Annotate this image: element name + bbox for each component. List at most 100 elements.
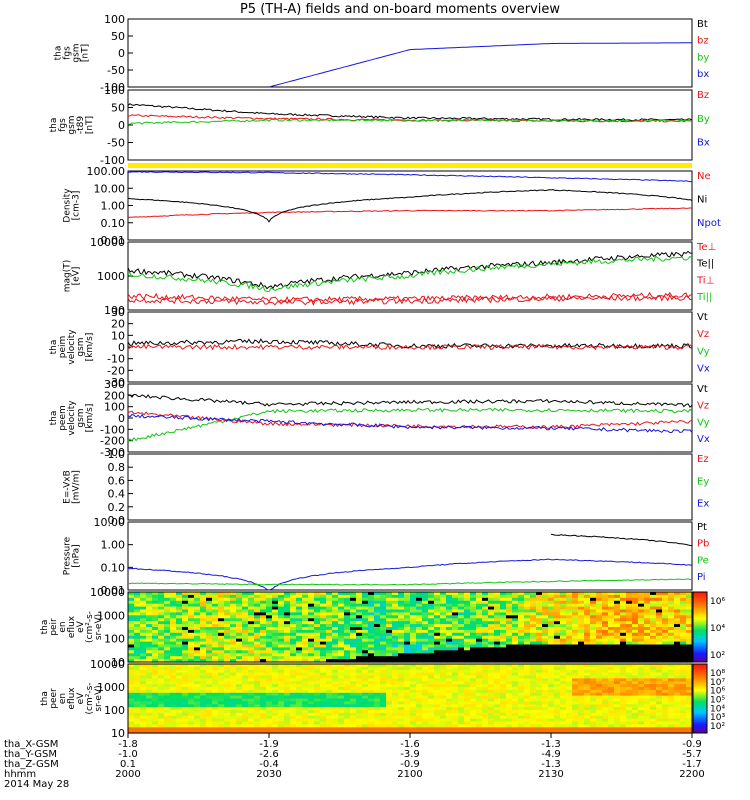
plot-title: P5 (TH-A) fields and on-board moments ov… (240, 2, 560, 17)
y-tick-label: 20 (111, 318, 125, 331)
y-tick-label: -100 (100, 81, 125, 94)
y-tick-label: 0 (118, 119, 125, 132)
legend-entry: Vx (697, 364, 710, 375)
y-tick-label: 1000 (97, 609, 125, 622)
x-tick-label: 2200 (679, 769, 704, 780)
time-axis: tha_X-GSM -1.8 -1.9 -1.6 -1.3 -0.9 tha_Y-GSM -1… (4, 733, 705, 790)
y-tick-label: -100 (100, 423, 125, 436)
colorbar-tick-label: 10⁶ (710, 597, 725, 607)
legend-entry: Ne (697, 171, 711, 182)
legend-entry: Ti⊥ (696, 275, 714, 286)
y-axis-label: en (58, 621, 68, 632)
legend-entry: Pb (697, 539, 709, 550)
colorbar-tick-label: 10² (710, 651, 725, 661)
y-axis-label: en (58, 693, 68, 704)
y-tick-label: 10000 (90, 236, 125, 249)
y-tick-label: 10 (111, 656, 125, 669)
y-tick-label: 10 (111, 727, 125, 740)
legend-entry: Ey (697, 476, 709, 487)
y-axis-label: (cm²-s- (85, 682, 95, 714)
legend-entry: Ti|| (696, 292, 712, 303)
y-axis-label: sr-eV) (94, 685, 104, 711)
y-axis-label: peim (58, 336, 68, 359)
y-axis-label: Pressure (63, 536, 73, 575)
x-tick-label: 0.1 (120, 759, 136, 770)
panel-density: 100.00 10.00 1.00 0.10 0.01 Density [cm-3] Ne Ni… (63, 165, 721, 247)
legend-entry: bz (697, 36, 709, 47)
y-axis-label: [cm-3] (72, 191, 82, 221)
y-axis-label: (cm²-s- (85, 611, 95, 643)
y-tick-label: 100.00 (87, 165, 126, 178)
y-axis-label: eflux (67, 615, 77, 638)
y-axis-label: E=-VxB (63, 470, 73, 504)
y-tick-label: 1.00 (101, 539, 126, 552)
y-axis-label: eV (76, 620, 86, 633)
legend-entry: Te|| (696, 259, 714, 270)
legend-entry: Pe (697, 555, 709, 566)
y-tick-label: -100 (100, 154, 125, 167)
y-axis-label: peer (49, 688, 59, 709)
y-tick-label: 0.2 (108, 501, 126, 514)
series-Ne (127, 207, 693, 219)
y-axis-label: tha (49, 118, 59, 133)
series-Vy (127, 407, 693, 442)
colorbar-tick-label: 10⁶ (710, 687, 725, 697)
y-axis-label: tha (49, 340, 59, 355)
y-axis-label: gsm (76, 408, 86, 427)
legend-entry: Bx (697, 138, 710, 149)
y-axis-label: Density (63, 188, 73, 223)
colorbar-tick-label: 10⁸ (710, 669, 725, 679)
series-Ti|| (127, 255, 693, 293)
y-axis-label: tha (54, 46, 64, 61)
y-tick-label: 10 (111, 329, 125, 342)
series-By (127, 118, 693, 125)
y-tick-label: 10000 (90, 586, 125, 599)
legend-entry: Vy (697, 417, 710, 428)
series-Pt (550, 533, 693, 547)
legend-entry: By (697, 114, 710, 125)
legend-entry: Vt (697, 384, 708, 395)
date-label: 2014 May 28 (4, 779, 69, 790)
y-tick-label: 0.8 (108, 461, 126, 474)
series-Te|| (127, 250, 693, 290)
status-bar (128, 163, 692, 168)
y-tick-label: -10 (107, 353, 125, 366)
y-tick-label: 1.00 (101, 200, 126, 213)
y-axis-label: gsm (76, 337, 86, 356)
y-tick-label: 0.10 (101, 217, 126, 230)
legend-entry: Vz (697, 401, 709, 412)
series-Te⊥ (127, 294, 692, 306)
y-axis-label: tha (49, 411, 59, 426)
series-Pi (127, 558, 693, 591)
panel-frame (127, 453, 693, 521)
y-tick-label: 100 (104, 401, 125, 414)
y-tick-label: 0 (118, 47, 125, 60)
y-axis-label: peem (58, 405, 68, 431)
x-tick-label: -1.6 (400, 739, 420, 750)
y-tick-label: 1000 (97, 681, 125, 694)
x-tick-label: -1.9 (259, 739, 279, 750)
panel-frame (127, 18, 693, 88)
y-tick-label: 100 (104, 304, 125, 317)
panel-frame (127, 521, 693, 591)
legend-entry: Bz (697, 90, 709, 101)
x-tick-label: 2100 (397, 769, 422, 780)
x-tick-label: -4.9 (541, 749, 561, 760)
x-tick-label: -0.9 (682, 739, 702, 750)
y-axis-label: [eV] (72, 267, 82, 286)
spectrogram-cells (127, 663, 693, 734)
panel-fgs_gsm_t89: 100 50 0 -50 -100 tha fgs gsm -t89 [nT] Bz By Bx (49, 84, 710, 167)
legend-entry: Pi (697, 572, 706, 583)
series-Vt (127, 393, 693, 408)
y-axis-label: -t89 (76, 116, 86, 135)
legend-entry: Ez (697, 454, 709, 465)
colorbar-tick-label: 10³ (710, 713, 725, 723)
x-row-label: hhmm (4, 769, 36, 780)
x-row-label: tha_X-GSM (4, 739, 58, 750)
panel-frame (127, 89, 693, 161)
y-axis-label: fgs (58, 118, 68, 132)
series-Ti⊥ (127, 291, 693, 304)
